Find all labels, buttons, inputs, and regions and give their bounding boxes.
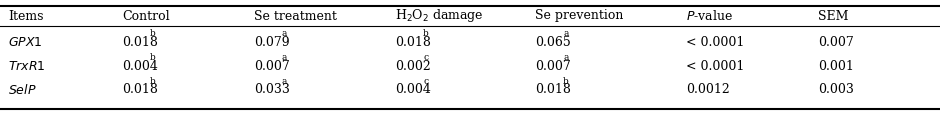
Text: 0.065: 0.065	[535, 35, 571, 48]
Text: a: a	[563, 53, 569, 61]
Text: $\it{P}$-value: $\it{P}$-value	[686, 9, 733, 23]
Text: a: a	[282, 76, 288, 85]
Text: a: a	[563, 29, 569, 38]
Text: 0.033: 0.033	[254, 83, 290, 96]
Text: Se prevention: Se prevention	[535, 9, 623, 22]
Text: < 0.0001: < 0.0001	[686, 35, 744, 48]
Text: c: c	[423, 53, 428, 61]
Text: $\it{GPX1}$: $\it{GPX1}$	[8, 35, 42, 48]
Text: 0.004: 0.004	[395, 83, 431, 96]
Text: 0.018: 0.018	[535, 83, 571, 96]
Text: 0.004: 0.004	[122, 59, 158, 72]
Text: Items: Items	[8, 9, 43, 22]
Text: $\it{TrxR1}$: $\it{TrxR1}$	[8, 59, 46, 72]
Text: 0.0012: 0.0012	[686, 83, 729, 96]
Text: b: b	[150, 76, 156, 85]
Text: 0.003: 0.003	[818, 83, 854, 96]
Text: $\it{SelP}$: $\it{SelP}$	[8, 82, 37, 96]
Text: Control: Control	[122, 9, 169, 22]
Text: b: b	[563, 76, 569, 85]
Text: SEM: SEM	[818, 9, 849, 22]
Text: c: c	[423, 76, 428, 85]
Text: 0.007: 0.007	[818, 35, 854, 48]
Text: Se treatment: Se treatment	[254, 9, 337, 22]
Text: 0.079: 0.079	[254, 35, 290, 48]
Text: < 0.0001: < 0.0001	[686, 59, 744, 72]
Text: 0.001: 0.001	[818, 59, 854, 72]
Text: H$_2$O$_2$ damage: H$_2$O$_2$ damage	[395, 7, 484, 24]
Text: b: b	[423, 29, 429, 38]
Text: a: a	[282, 53, 288, 61]
Text: b: b	[150, 29, 156, 38]
Text: 0.002: 0.002	[395, 59, 431, 72]
Text: 0.018: 0.018	[395, 35, 431, 48]
Text: 0.018: 0.018	[122, 35, 158, 48]
Text: 0.018: 0.018	[122, 83, 158, 96]
Text: a: a	[282, 29, 288, 38]
Text: 0.007: 0.007	[254, 59, 290, 72]
Text: 0.007: 0.007	[535, 59, 571, 72]
Text: b: b	[150, 53, 156, 61]
